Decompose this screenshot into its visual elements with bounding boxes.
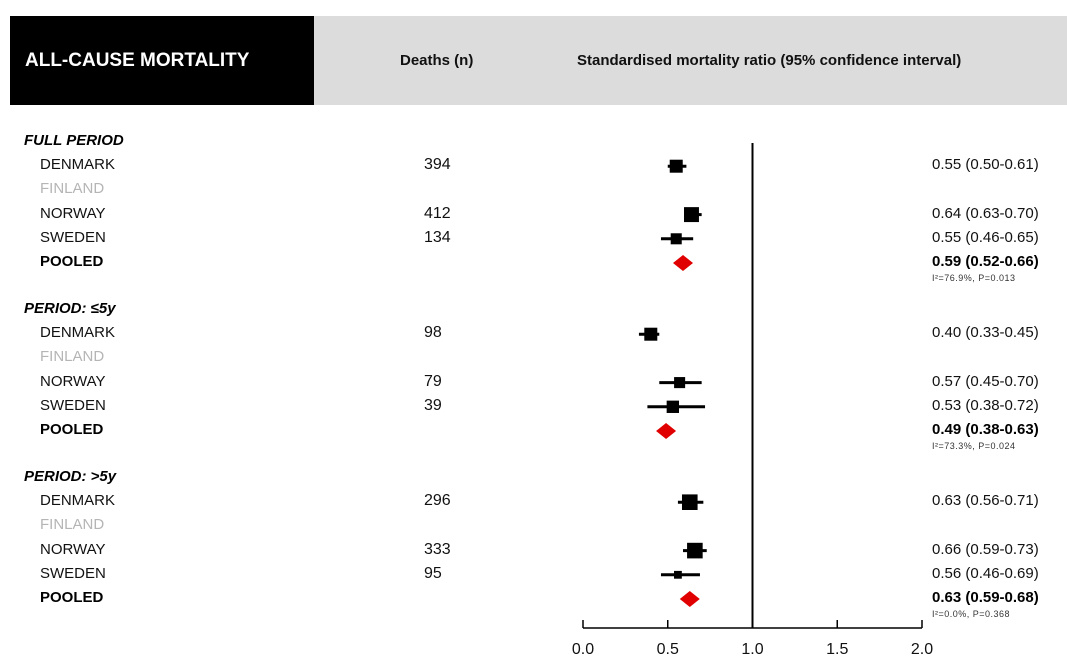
- pooled-diamond: [656, 423, 677, 439]
- x-tick-label: 2.0: [911, 641, 933, 658]
- estimate-marker: [687, 542, 703, 559]
- x-tick-label: 0.5: [657, 641, 679, 658]
- ci-text: 0.63 (0.59-0.68): [932, 589, 1039, 606]
- x-tick-label: 1.5: [826, 641, 848, 658]
- ci-text: 0.63 (0.56-0.71): [932, 492, 1039, 510]
- deaths-count: 412: [424, 204, 451, 222]
- group-heading: PERIOD: ≤5y: [24, 300, 116, 317]
- ci-text: 0.40 (0.33-0.45): [932, 324, 1039, 342]
- row-label: DENMARK: [40, 324, 116, 342]
- estimate-marker: [666, 400, 680, 413]
- ci-text: 0.55 (0.46-0.65): [932, 228, 1039, 246]
- heterogeneity-stat: I²=73.3%, P=0.024: [932, 441, 1016, 451]
- heterogeneity-stat: I²=0.0%, P=0.368: [932, 609, 1011, 619]
- row-label: POOLED: [40, 421, 104, 438]
- ci-text: 0.49 (0.38-0.63): [932, 421, 1039, 438]
- deaths-count: 79: [424, 372, 442, 390]
- row-label: DENMARK: [40, 492, 116, 510]
- row-label: NORWAY: [40, 204, 106, 222]
- estimate-marker: [674, 377, 686, 389]
- deaths-count: 296: [424, 492, 451, 510]
- estimate-marker: [669, 159, 683, 173]
- row-label: NORWAY: [40, 540, 106, 558]
- row-label: SWEDEN: [40, 396, 106, 414]
- row-label: FINLAND: [40, 180, 105, 198]
- group-heading: PERIOD: >5y: [24, 468, 117, 485]
- estimate-marker: [674, 570, 682, 579]
- pooled-diamond: [679, 591, 700, 607]
- x-tick-label: 0.0: [572, 641, 594, 658]
- deaths-column-header: Deaths (n): [400, 52, 474, 69]
- pooled-diamond: [673, 255, 694, 271]
- x-tick-label: 1.0: [741, 641, 763, 658]
- row-label: SWEDEN: [40, 564, 106, 582]
- deaths-count: 333: [424, 540, 451, 558]
- smr-column-header: Standardised mortality ratio (95% confid…: [577, 52, 962, 69]
- heterogeneity-stat: I²=76.9%, P=0.013: [932, 273, 1016, 283]
- estimate-marker: [681, 494, 698, 510]
- deaths-count: 39: [424, 396, 442, 414]
- deaths-count: 134: [424, 228, 451, 246]
- row-label: POOLED: [40, 589, 104, 606]
- ci-text: 0.66 (0.59-0.73): [932, 540, 1039, 558]
- estimate-marker: [670, 233, 682, 245]
- ci-text: 0.55 (0.50-0.61): [932, 156, 1039, 174]
- row-label: SWEDEN: [40, 228, 106, 246]
- chart-title: ALL-CAUSE MORTALITY: [25, 50, 250, 71]
- deaths-count: 95: [424, 564, 442, 582]
- ci-text: 0.53 (0.38-0.72): [932, 396, 1039, 414]
- title-box: [10, 16, 314, 105]
- ci-text: 0.56 (0.46-0.69): [932, 564, 1039, 582]
- group-heading: FULL PERIOD: [24, 132, 124, 149]
- row-label: FINLAND: [40, 348, 105, 366]
- row-label: FINLAND: [40, 516, 105, 534]
- deaths-count: 98: [424, 324, 442, 342]
- ci-text: 0.59 (0.52-0.66): [932, 253, 1039, 270]
- estimate-marker: [684, 207, 699, 223]
- ci-text: 0.57 (0.45-0.70): [932, 372, 1039, 390]
- estimate-marker: [644, 327, 658, 341]
- ci-text: 0.64 (0.63-0.70): [932, 204, 1039, 222]
- row-label: NORWAY: [40, 372, 106, 390]
- row-label: DENMARK: [40, 156, 116, 174]
- deaths-count: 394: [424, 156, 451, 174]
- row-label: POOLED: [40, 253, 104, 270]
